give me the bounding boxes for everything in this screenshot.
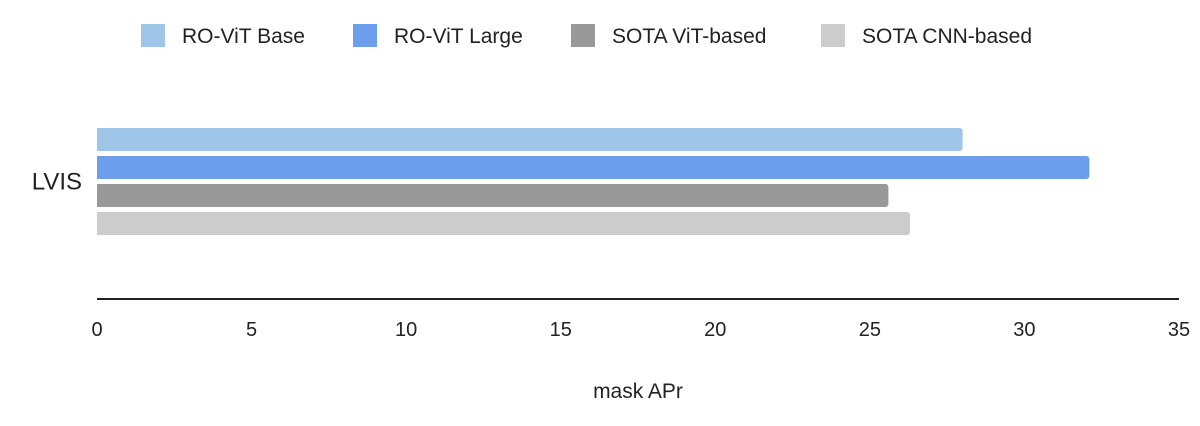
legend-swatch-ro-vit-base xyxy=(141,24,165,47)
legend-item-sota-vit-based: SOTA ViT-based xyxy=(571,24,766,48)
bar-lvis-sota-cnn-based xyxy=(97,212,911,235)
legend-swatch-sota-vit-based xyxy=(571,24,595,47)
x-tick-label-35: 35 xyxy=(1168,319,1190,341)
legend-label-ro-vit-base: RO-ViT Base xyxy=(182,25,305,48)
x-tick-label-20: 20 xyxy=(704,319,726,341)
legend-swatch-ro-vit-large xyxy=(353,24,377,47)
legend-swatch-sota-cnn-based xyxy=(821,24,845,47)
legend-label-sota-vit-based: SOTA ViT-based xyxy=(612,25,766,48)
bar-edge-lvis-ro-vit-base xyxy=(97,128,103,151)
legend: RO-ViT Base RO-ViT Large SOTA ViT-based SOT… xyxy=(141,24,1032,48)
legend-item-ro-vit-base: RO-ViT Base xyxy=(141,24,305,48)
bar-edge-lvis-sota-vit-based xyxy=(97,184,103,207)
x-tick-label-25: 25 xyxy=(859,319,881,341)
bar-lvis-ro-vit-large xyxy=(97,156,1090,179)
legend-label-ro-vit-large: RO-ViT Large xyxy=(394,25,523,48)
bar-lvis-sota-vit-based xyxy=(97,184,889,207)
x-axis-title: mask APr xyxy=(593,380,683,403)
bar-edge-lvis-sota-cnn-based xyxy=(97,212,103,235)
bars xyxy=(97,128,1090,235)
legend-item-ro-vit-large: RO-ViT Large xyxy=(353,24,523,48)
x-tick-label-15: 15 xyxy=(550,319,572,341)
legend-label-sota-cnn-based: SOTA CNN-based xyxy=(862,25,1032,48)
x-tick-label-30: 30 xyxy=(1013,319,1035,341)
x-tick-label-10: 10 xyxy=(395,319,417,341)
x-tick-label-0: 0 xyxy=(91,319,102,341)
x-axis-ticks: 0 5 10 15 20 25 30 35 xyxy=(91,319,1190,341)
category-labels: LVIS xyxy=(32,169,82,196)
legend-item-sota-cnn-based: SOTA CNN-based xyxy=(821,24,1032,48)
category-label-lvis: LVIS xyxy=(32,169,82,196)
bar-lvis-ro-vit-base xyxy=(97,128,963,151)
bar-edge-lvis-ro-vit-large xyxy=(97,156,103,179)
x-tick-label-5: 5 xyxy=(246,319,257,341)
